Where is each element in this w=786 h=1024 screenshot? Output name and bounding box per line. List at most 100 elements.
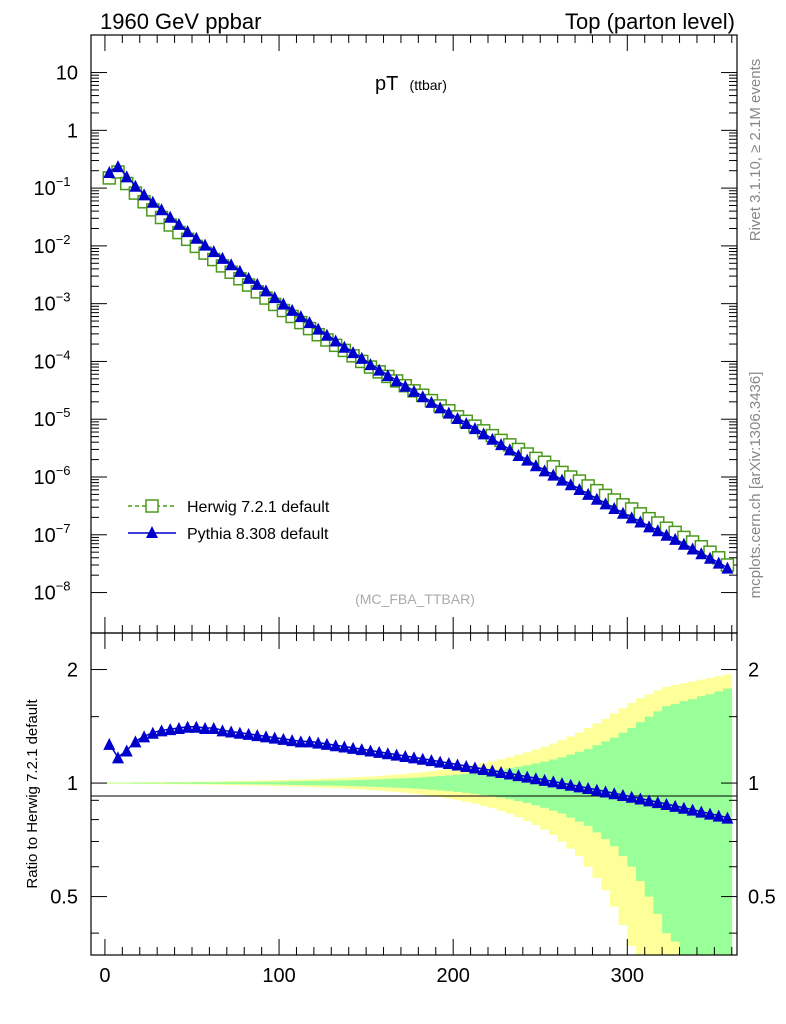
pythia-point [103, 166, 116, 179]
main-y-tick-exp-4: −3 [56, 290, 71, 305]
pythia-point [468, 422, 481, 435]
watermark: (MC_FBA_TTBAR) [355, 591, 475, 607]
ratio-point [268, 731, 281, 744]
ratio-point [651, 796, 664, 809]
band-stat-inner [209, 782, 219, 784]
band-stat-inner [122, 782, 132, 784]
band-stat-inner [305, 780, 315, 786]
main-y-tick-label-6: 10−5 [33, 405, 70, 431]
band-stat-inner [357, 779, 367, 787]
band-stat-inner [218, 782, 228, 785]
ratio-point [643, 794, 656, 807]
main-y-axis: 10 1 10−1 10−2 10−3 10−4 10−5 10−6 10−7 10−8 [33, 63, 737, 605]
pythia-point [616, 506, 629, 519]
pythia-point [547, 468, 560, 481]
main-y-tick-label-2: 10−1 [33, 174, 70, 200]
band-stat-inner [104, 782, 114, 784]
legend-item-pythia: Pythia 8.308 default [128, 526, 329, 543]
band-stat-inner [322, 780, 332, 786]
pythia-point [495, 438, 508, 451]
pythia-point [312, 322, 325, 335]
pythia-point [442, 406, 455, 419]
pythia-point [207, 245, 220, 258]
pythia-point [329, 334, 342, 347]
ratio-point [677, 801, 690, 814]
side-label-bottom: mcplots.cern.ch [arXiv:1306.3436] [747, 372, 764, 599]
x-tick-label-1: 100 [262, 965, 295, 987]
band-stat-inner [235, 781, 245, 785]
band-stat-inner [183, 782, 193, 784]
main-title-sub: (ttbar) [410, 77, 447, 93]
band-stat-inner [723, 688, 733, 955]
pythia-point [416, 390, 429, 403]
ratio-point [529, 772, 542, 785]
main-y-tick-label-4: 10−3 [33, 290, 70, 316]
ratio-point [599, 785, 612, 798]
main-y-tick-exp-7: −6 [56, 463, 71, 478]
ratio-point [686, 803, 699, 816]
band-stat-inner [270, 781, 280, 785]
band-stat-inner [279, 781, 289, 785]
ratio-point [503, 767, 516, 780]
main-data [102, 160, 735, 574]
band-stat-inner [488, 770, 498, 797]
ratio-point [216, 724, 229, 737]
pythia-point [381, 369, 394, 382]
ratio-point [207, 721, 220, 734]
ratio-point [695, 805, 708, 818]
pythia-point [425, 395, 438, 408]
main-y-tick-label-5: 10−4 [33, 347, 70, 373]
legend-marker-herwig [145, 499, 159, 513]
pythia-point [556, 473, 569, 486]
main-y-tick-exp-2: −1 [56, 174, 71, 189]
band-stat-inner [409, 777, 419, 789]
ratio-point [381, 747, 394, 760]
band-stat-inner [148, 782, 158, 784]
ratio-point [338, 740, 351, 753]
ratio-point [582, 782, 595, 795]
ratio-point [259, 730, 272, 743]
pythia-point [677, 537, 690, 550]
ratio-point [242, 727, 255, 740]
ratio-point [146, 726, 159, 739]
band-stat-inner [705, 694, 715, 955]
ratio-point [477, 762, 490, 775]
x-tick-label-0: 0 [99, 965, 110, 987]
ratio-point [199, 721, 212, 734]
band-stat-inner [139, 782, 149, 784]
pythia-point [660, 528, 673, 541]
pythia-point [651, 524, 664, 537]
ratio-bands [104, 674, 733, 955]
ratio-point [408, 751, 420, 764]
pythia-point [529, 459, 542, 472]
pythia-point [277, 297, 290, 310]
pythia-point [564, 478, 577, 491]
ratio-point [590, 783, 603, 796]
ratio-point [129, 735, 142, 748]
band-stat-inner [296, 781, 306, 786]
ratio-point [442, 757, 455, 770]
band-stat-inner [444, 775, 454, 792]
pythia-point [608, 502, 621, 515]
band-stat-inner [435, 776, 445, 791]
band-stat-inner [670, 704, 680, 942]
pythia-point [643, 520, 656, 533]
ratio-point [573, 780, 586, 793]
pythia-point [573, 482, 586, 495]
pythia-point [120, 170, 133, 183]
ratio-point [277, 732, 290, 745]
ratio-point [347, 741, 360, 754]
band-stat-inner [679, 701, 689, 955]
pythia-point [181, 225, 194, 238]
legend-label-pythia: Pythia 8.308 default [187, 526, 329, 543]
main-y-tick-exp-6: −5 [56, 405, 71, 420]
side-label-top: Rivet 3.1.10, ≥ 2.1M events [747, 59, 764, 242]
band-stat-inner [374, 779, 384, 788]
pythia-point [286, 303, 299, 316]
pythia-point [460, 417, 473, 430]
band-stat-inner [191, 782, 201, 784]
main-title-main: pT [375, 73, 398, 95]
ratio-point [233, 726, 246, 739]
pythia-point [233, 264, 246, 277]
